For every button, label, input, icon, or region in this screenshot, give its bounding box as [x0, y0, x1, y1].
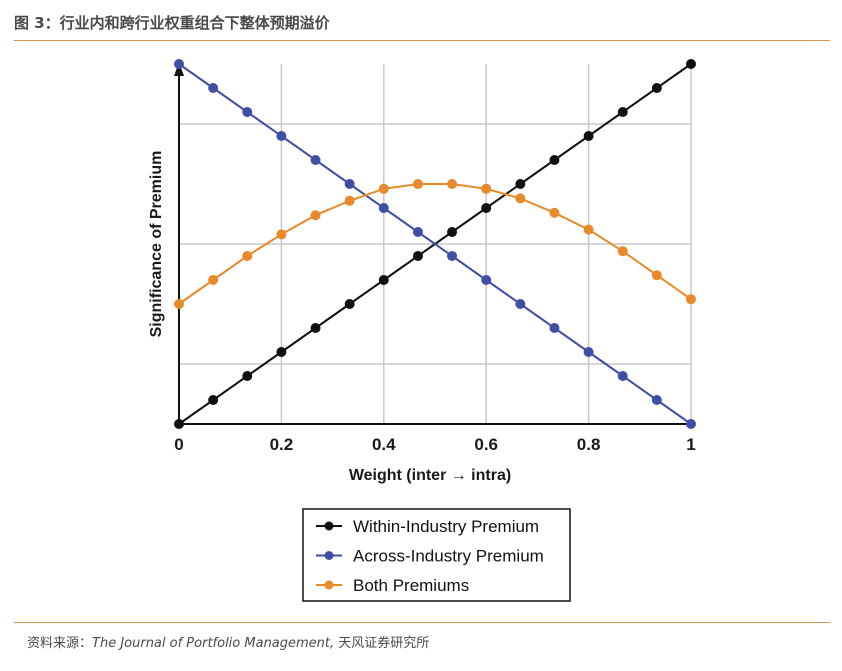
legend-swatch-marker	[324, 521, 334, 531]
series-0-point	[617, 107, 628, 117]
x-tick-labels: 0 0.2 0.4 0.6 0.8 1	[174, 435, 695, 454]
series-2-point	[686, 294, 696, 305]
series-0-point	[583, 131, 594, 141]
series-1-point	[276, 131, 287, 141]
series-1-point	[310, 155, 321, 165]
series-1-point	[208, 83, 219, 93]
x-tick-label: 0.2	[270, 435, 294, 454]
legend-label: Across-Industry Premium	[353, 547, 544, 566]
series-1-point	[686, 419, 696, 429]
x-tick-label: 0.8	[577, 435, 601, 454]
series-layer	[174, 59, 696, 429]
x-tick-label: 0.4	[372, 435, 396, 454]
x-tick-label: 0	[174, 435, 183, 454]
y-axis-label: Significance of Premium	[148, 151, 165, 338]
legend-swatch-marker	[324, 580, 334, 590]
series-2-point	[242, 251, 253, 261]
series-0-point	[686, 59, 696, 69]
legend-label: Within-Industry Premium	[353, 517, 539, 536]
series-1-point	[515, 299, 526, 309]
series-0-point	[344, 299, 355, 309]
series-0-point	[447, 227, 458, 237]
x-tick-label: 1	[686, 435, 695, 454]
legend-label: Both Premiums	[353, 576, 469, 595]
series-0-point	[515, 179, 526, 189]
series-1-point	[344, 179, 355, 189]
series-2-point	[276, 229, 287, 240]
series-0-point	[208, 395, 219, 405]
series-0-point	[412, 251, 423, 261]
source-suffix: 天风证券研究所	[334, 636, 430, 651]
series-1-point	[651, 395, 662, 405]
series-2-point	[378, 183, 389, 194]
series-1-point	[583, 347, 594, 357]
series-2-point	[481, 183, 492, 194]
series-1-point	[412, 227, 423, 237]
source-journal: The Journal of Portfolio Management,	[92, 636, 335, 651]
chart: 0 0.2 0.4 0.6 0.8 1 Weight (inter → intra) Si…	[148, 59, 696, 602]
series-0-point	[174, 419, 184, 429]
series-2-point	[344, 195, 355, 206]
series-0-point	[549, 155, 560, 165]
series-2-point	[412, 179, 423, 189]
title-divider	[14, 40, 830, 41]
series-1-point	[242, 107, 253, 117]
legend-box	[302, 508, 571, 602]
series-2-point	[549, 207, 560, 218]
series-2-point	[208, 275, 219, 285]
series-line-1	[178, 63, 692, 425]
series-0-point	[651, 83, 662, 93]
x-axis-label: Weight (inter → intra)	[349, 467, 511, 484]
series-1-point	[447, 251, 458, 261]
series-0-point	[276, 347, 287, 357]
series-0-point	[242, 371, 253, 381]
source-prefix: 资料来源：	[27, 636, 93, 651]
series-1-point	[549, 323, 560, 333]
series-1-point	[617, 371, 628, 381]
series-1-point	[481, 275, 492, 285]
source-note: 资料来源：The Journal of Portfolio Management…	[27, 632, 429, 651]
series-2-point	[583, 224, 594, 235]
series-1-point	[174, 59, 184, 69]
series-2-point	[515, 193, 526, 204]
series-2-point	[617, 246, 628, 257]
series-2-point	[310, 210, 321, 221]
series-0-point	[481, 203, 492, 213]
series-1-point	[378, 203, 389, 213]
legend-swatch-marker	[324, 551, 334, 560]
series-2-point	[174, 299, 184, 309]
source-divider	[14, 622, 830, 623]
x-tick-label: 0.6	[474, 435, 498, 454]
series-0-point	[310, 323, 321, 333]
series-2-point	[447, 179, 458, 189]
series-2-point	[651, 270, 662, 281]
series-0-point	[378, 275, 389, 285]
legend: Within-Industry Premium Across-Industry P…	[302, 508, 571, 602]
series-line-2	[178, 183, 692, 305]
figure-title: 图 3：行业内和跨行业权重组合下整体预期溢价	[14, 14, 330, 32]
